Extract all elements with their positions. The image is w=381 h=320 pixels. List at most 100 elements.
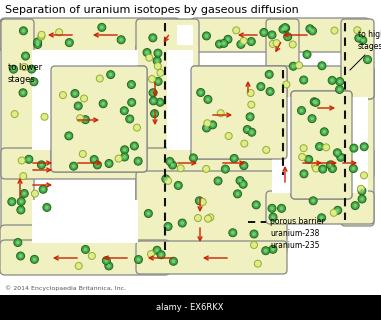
Circle shape	[84, 118, 87, 122]
Circle shape	[226, 37, 230, 41]
Circle shape	[318, 214, 326, 222]
Circle shape	[320, 128, 328, 136]
Circle shape	[229, 229, 237, 237]
Circle shape	[174, 181, 182, 189]
Circle shape	[221, 165, 229, 173]
Circle shape	[133, 124, 141, 131]
Circle shape	[38, 33, 45, 40]
Circle shape	[207, 214, 214, 221]
FancyBboxPatch shape	[0, 18, 180, 52]
Circle shape	[170, 257, 178, 265]
Circle shape	[21, 91, 25, 94]
Circle shape	[300, 76, 308, 84]
Circle shape	[136, 159, 140, 163]
Circle shape	[19, 89, 27, 97]
Circle shape	[299, 154, 306, 161]
Circle shape	[300, 145, 307, 152]
Circle shape	[338, 80, 341, 83]
Circle shape	[147, 251, 155, 258]
Circle shape	[56, 29, 62, 36]
Bar	[197, 72, 281, 153]
Text: to lower
stages: to lower stages	[8, 63, 42, 84]
Circle shape	[198, 199, 201, 203]
Circle shape	[126, 115, 134, 123]
Circle shape	[41, 113, 48, 120]
Circle shape	[241, 182, 245, 186]
FancyBboxPatch shape	[51, 66, 147, 172]
Circle shape	[203, 165, 210, 172]
Circle shape	[22, 29, 25, 33]
Circle shape	[150, 110, 158, 118]
Circle shape	[266, 87, 274, 95]
Circle shape	[157, 251, 165, 259]
Circle shape	[20, 189, 28, 197]
Circle shape	[257, 83, 265, 91]
Circle shape	[334, 206, 342, 214]
Circle shape	[354, 204, 357, 207]
Circle shape	[8, 198, 16, 206]
Circle shape	[240, 162, 248, 170]
Circle shape	[361, 38, 365, 42]
Circle shape	[128, 117, 131, 121]
Circle shape	[337, 153, 345, 161]
Circle shape	[22, 52, 30, 60]
Circle shape	[107, 71, 115, 79]
Circle shape	[123, 109, 126, 113]
Circle shape	[43, 204, 51, 212]
Circle shape	[360, 189, 364, 193]
Circle shape	[38, 31, 45, 38]
Circle shape	[197, 89, 205, 97]
Circle shape	[271, 215, 275, 219]
Circle shape	[336, 85, 344, 93]
Circle shape	[151, 91, 155, 94]
Circle shape	[205, 215, 211, 222]
Circle shape	[199, 198, 206, 205]
Circle shape	[269, 40, 276, 47]
Circle shape	[137, 258, 140, 261]
Circle shape	[262, 247, 270, 255]
Circle shape	[350, 144, 358, 152]
Bar	[177, 25, 193, 45]
Circle shape	[358, 195, 366, 203]
Circle shape	[250, 40, 253, 43]
Circle shape	[100, 26, 104, 29]
Circle shape	[123, 155, 126, 159]
Text: porous barrier: porous barrier	[270, 218, 325, 227]
Circle shape	[300, 109, 303, 112]
Circle shape	[259, 85, 263, 88]
Circle shape	[236, 192, 239, 196]
Circle shape	[31, 190, 38, 197]
Circle shape	[306, 25, 314, 33]
Circle shape	[149, 89, 157, 97]
Circle shape	[36, 43, 39, 46]
Circle shape	[154, 49, 162, 57]
Circle shape	[291, 64, 295, 68]
Circle shape	[312, 100, 316, 104]
Bar	[0, 295, 381, 320]
Circle shape	[241, 140, 248, 147]
Circle shape	[96, 163, 99, 167]
Circle shape	[30, 78, 38, 86]
Circle shape	[327, 161, 335, 169]
Circle shape	[302, 78, 306, 82]
Circle shape	[128, 99, 136, 107]
Circle shape	[232, 157, 236, 160]
Circle shape	[34, 40, 42, 48]
Circle shape	[166, 157, 174, 165]
Circle shape	[90, 156, 98, 164]
Circle shape	[255, 203, 258, 207]
Circle shape	[24, 54, 27, 58]
Circle shape	[189, 154, 197, 162]
Circle shape	[59, 92, 66, 99]
Circle shape	[168, 161, 176, 169]
Circle shape	[101, 102, 105, 106]
Circle shape	[65, 132, 73, 140]
Circle shape	[330, 79, 334, 82]
Circle shape	[246, 113, 254, 121]
Circle shape	[181, 221, 184, 225]
Circle shape	[362, 145, 366, 148]
Circle shape	[310, 98, 318, 106]
Circle shape	[107, 264, 110, 268]
Circle shape	[14, 238, 22, 246]
Circle shape	[36, 40, 39, 44]
